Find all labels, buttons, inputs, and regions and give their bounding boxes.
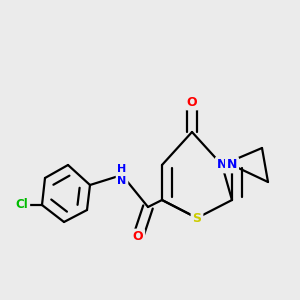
- Text: O: O: [133, 230, 143, 244]
- Text: S: S: [193, 212, 202, 224]
- Text: N: N: [227, 158, 237, 172]
- Text: O: O: [187, 95, 197, 109]
- Text: H
N: H N: [117, 164, 127, 186]
- Text: N: N: [217, 158, 227, 172]
- Text: Cl: Cl: [16, 199, 28, 212]
